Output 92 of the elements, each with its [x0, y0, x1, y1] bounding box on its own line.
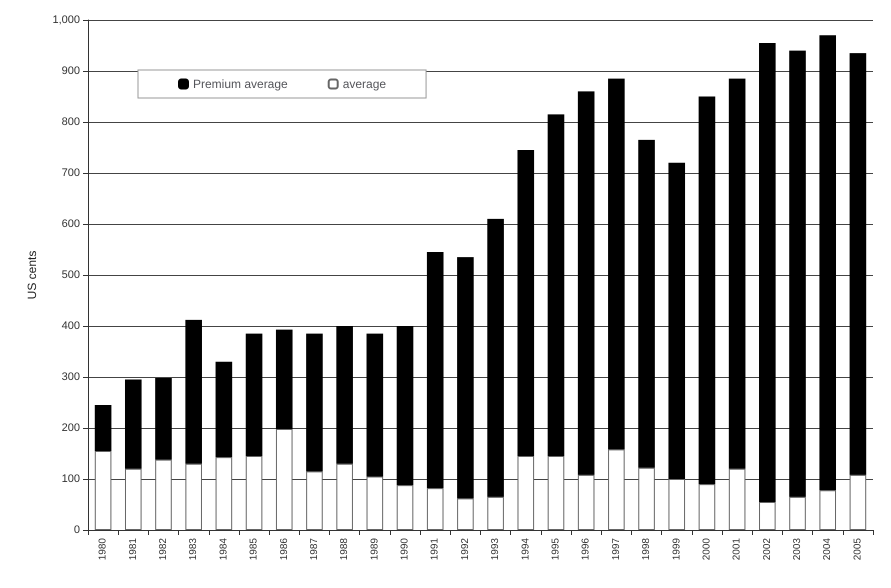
bar: [850, 474, 866, 530]
bar: [366, 476, 384, 530]
bar: [246, 456, 262, 530]
bar: [638, 468, 655, 530]
bar: [185, 320, 202, 464]
bar: [608, 449, 625, 530]
bar: [517, 456, 534, 530]
bar: [185, 464, 202, 530]
bar: [789, 496, 806, 530]
bar: [548, 114, 564, 456]
bar: [216, 362, 232, 458]
bar: [668, 479, 686, 530]
bar: [155, 378, 172, 460]
bar: [668, 162, 686, 479]
bar: [306, 471, 323, 530]
x-tick-label: 1983: [188, 538, 200, 560]
x-tick-label: 1985: [248, 538, 260, 560]
y-tick-label: 1,000: [52, 14, 80, 26]
bar: [578, 91, 594, 475]
x-tick-label: 1997: [610, 538, 622, 560]
bar: [638, 140, 655, 468]
x-tick-label: 1984: [218, 538, 230, 560]
bar: [457, 257, 474, 498]
x-tick-label: 1986: [278, 538, 290, 560]
x-tick-label: 2005: [852, 538, 864, 560]
bar: [698, 96, 716, 484]
x-tick-label: 2004: [822, 538, 834, 560]
y-tick-label: 900: [62, 65, 80, 77]
bar: [426, 252, 444, 488]
x-tick-label: 1982: [158, 538, 169, 560]
x-tick-label: 1990: [400, 538, 411, 560]
bar: [698, 484, 716, 530]
bar: [457, 498, 474, 530]
x-tick-label: 1989: [369, 538, 380, 560]
bar: [759, 42, 776, 502]
bar: [366, 334, 384, 476]
bar: [94, 450, 112, 530]
y-tick-label: 400: [62, 320, 80, 332]
bar: [216, 457, 232, 530]
y-tick-label: 0: [74, 524, 80, 536]
y-tick-label: 200: [62, 422, 80, 434]
y-tick-label: 700: [62, 167, 80, 179]
y-tick-label: 300: [62, 371, 80, 383]
bar: [608, 78, 625, 450]
x-tick-label: 1999: [671, 538, 682, 560]
bar: [728, 78, 746, 469]
x-tick-label: 1981: [128, 538, 139, 560]
bar: [819, 35, 836, 490]
bar: [426, 488, 444, 530]
x-tick-label: 1993: [490, 538, 502, 560]
x-tick-label: 1996: [580, 538, 592, 560]
bar: [396, 485, 414, 530]
bar: [548, 456, 564, 530]
x-tick-label: 1987: [308, 538, 320, 560]
x-tick-label: 2001: [732, 538, 743, 560]
y-tick-label: 600: [62, 218, 80, 230]
bar: [336, 464, 353, 530]
y-tick-label: 500: [62, 269, 80, 281]
y-axis-title: US cents: [25, 250, 39, 300]
x-tick-label: 1994: [520, 538, 532, 560]
x-tick-label: 2002: [762, 538, 773, 560]
bar: [728, 468, 746, 530]
bar: [819, 490, 836, 530]
bar: [246, 334, 262, 456]
x-tick-label: 1995: [550, 538, 562, 560]
bar: [276, 330, 293, 430]
legend-label: Premium average: [193, 77, 288, 91]
bar: [155, 460, 172, 530]
bar: [124, 380, 142, 469]
bar: [759, 502, 776, 530]
bar: [336, 326, 353, 464]
bar: [276, 429, 293, 530]
bar: [578, 474, 594, 530]
bar: [94, 405, 112, 451]
bar: [306, 334, 323, 472]
x-tick-label: 1988: [339, 538, 350, 560]
bar: [789, 50, 806, 497]
bar: [487, 496, 504, 530]
bar: [850, 53, 866, 475]
bar: [396, 326, 414, 486]
x-tick-label: 1980: [98, 538, 109, 560]
legend-label: average: [342, 77, 386, 91]
x-tick-label: 1992: [460, 538, 471, 560]
x-tick-label: 2000: [701, 538, 712, 560]
bar: [517, 150, 534, 456]
x-tick-label: 2003: [792, 538, 804, 560]
bar: [124, 468, 142, 530]
y-tick-label: 100: [62, 473, 80, 485]
y-tick-label: 800: [62, 116, 80, 128]
x-tick-label: 1991: [430, 538, 441, 560]
x-tick-label: 1998: [641, 538, 652, 560]
bar: [487, 218, 504, 497]
